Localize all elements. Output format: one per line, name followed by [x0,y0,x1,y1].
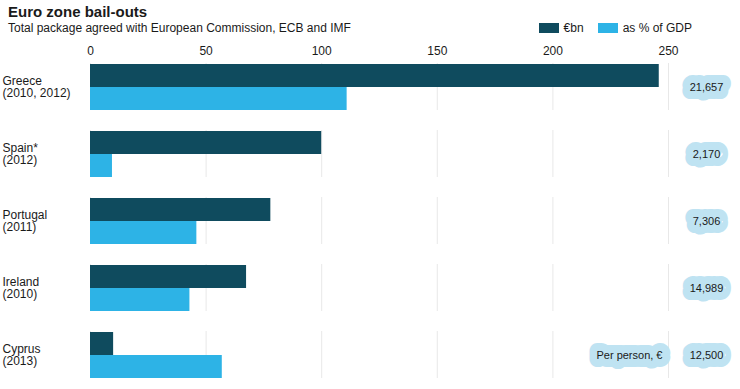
svg-text:Greece(2010, 2012): Greece(2010, 2012) [3,74,71,100]
svg-text:21,65721,657: 21,65721,657 [690,81,724,93]
svg-text:7,3067,306: 7,3067,306 [693,215,721,227]
svg-text:150: 150 [427,44,447,58]
svg-text:2,1702,170: 2,1702,170 [693,148,721,160]
svg-text:200: 200 [543,44,563,58]
html-text:as % of GDP: as % of GDP [622,21,692,35]
svg-text:Per person, €: Per person, € [596,349,662,361]
svg-text:14,98914,989: 14,98914,989 [690,282,724,294]
svg-text:Ireland(2010): Ireland(2010) [3,275,40,301]
html-text:€bn: €bn [563,21,584,35]
svg-text:Spain*(2012): Spain*(2012) [3,141,39,167]
svg-text:Portugal(2011): Portugal(2011) [3,208,48,234]
svg-text:250: 250 [658,44,678,58]
html-text:Euro zone bail-outs: Euro zone bail-outs [8,3,148,20]
svg-text:50: 50 [199,44,213,58]
svg-text:0: 0 [87,44,94,58]
svg-text:100: 100 [312,44,332,58]
svg-text:12,50012,500: 12,50012,500 [690,349,724,361]
svg-text:Cyprus(2013): Cyprus(2013) [3,342,41,368]
html-text:Total package agreed with Euro: Total package agreed with European Commi… [8,21,351,35]
